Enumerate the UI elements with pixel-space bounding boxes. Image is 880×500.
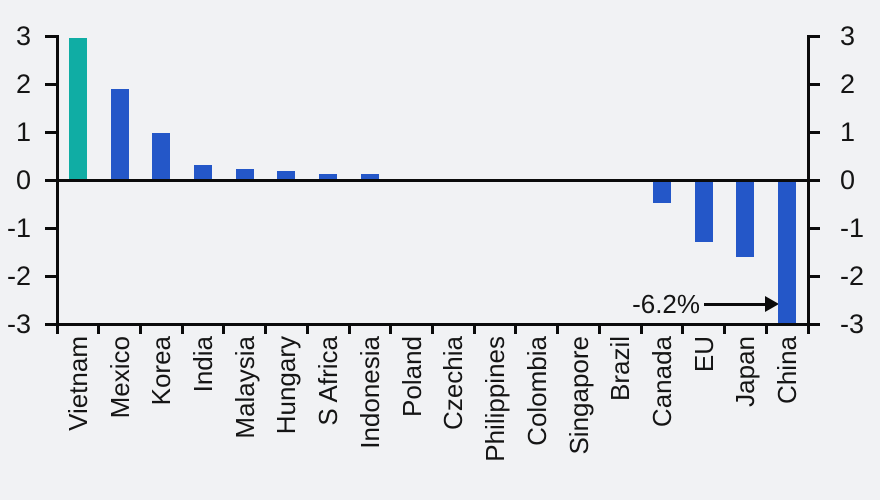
y-axis-label-right: 2 xyxy=(840,69,856,99)
y-axis-label-left: -2 xyxy=(6,261,31,291)
y-axis-label-right: 3 xyxy=(840,21,856,51)
y-axis-label-left: 2 xyxy=(15,69,31,99)
annotation-label: -6.2% xyxy=(632,289,700,319)
y-axis-tick-right xyxy=(808,274,820,278)
x-axis-label-poland: Poland xyxy=(396,336,427,417)
x-axis-label-vietnam: Vietnam xyxy=(62,336,93,431)
y-axis-label-right: 1 xyxy=(840,117,856,147)
x-axis-tick xyxy=(389,324,393,334)
y-axis-tick-left xyxy=(45,226,57,230)
x-axis-label-indonesia: Indonesia xyxy=(354,336,385,449)
bar-malaysia xyxy=(235,169,254,180)
x-axis-tick xyxy=(639,324,643,334)
x-axis-label-mexico: Mexico xyxy=(104,336,135,419)
bar-mexico xyxy=(110,88,129,180)
x-axis-label-eu: EU xyxy=(688,336,719,373)
x-axis-label-colombia: Colombia xyxy=(521,336,552,446)
x-axis-label-canada: Canada xyxy=(646,336,677,428)
y-axis-label-right: -1 xyxy=(840,213,865,243)
x-axis-tick xyxy=(514,324,518,334)
y-axis-tick-right xyxy=(808,130,820,134)
y-axis-tick-right xyxy=(808,82,820,86)
annotation-arrow-line xyxy=(704,303,768,306)
x-axis-tick xyxy=(431,324,434,334)
x-axis-label-india: India xyxy=(188,336,219,393)
x-axis-tick xyxy=(764,324,768,334)
x-axis-label-brazil: Brazil xyxy=(605,336,636,402)
bar-s-africa xyxy=(319,174,338,180)
bar-canada xyxy=(652,180,671,203)
x-axis-label-czechia: Czechia xyxy=(438,336,469,430)
x-axis-tick xyxy=(305,324,309,334)
x-axis-tick xyxy=(681,324,685,334)
bar-eu xyxy=(694,180,713,243)
bar-china xyxy=(778,180,797,324)
x-axis-label-china: China xyxy=(772,336,803,404)
y-axis-label-left: -1 xyxy=(6,213,31,243)
y-axis-label-right: 0 xyxy=(840,165,856,195)
y-axis-tick-left xyxy=(45,322,57,326)
x-axis-label-korea: Korea xyxy=(146,336,177,406)
x-axis-tick xyxy=(138,324,142,334)
y-axis-label-left: 0 xyxy=(15,165,31,195)
x-axis-tick xyxy=(97,324,101,334)
x-axis-tick xyxy=(264,324,268,334)
y-axis-tick-left xyxy=(45,274,57,278)
x-axis-tick xyxy=(222,324,226,334)
y-axis-tick-left xyxy=(45,82,57,86)
y-axis-tick-right xyxy=(808,178,820,182)
bar-japan xyxy=(736,180,755,257)
x-axis-label-singapore: Singapore xyxy=(563,336,594,455)
bar-hungary xyxy=(277,171,296,180)
zero-baseline xyxy=(55,178,810,182)
annotation-arrow-head-icon xyxy=(765,296,779,312)
x-axis-label-hungary: Hungary xyxy=(271,336,302,435)
y-axis-label-right: -2 xyxy=(840,261,865,291)
y-axis-tick-right xyxy=(808,226,820,230)
x-axis-label-s-africa: S Africa xyxy=(313,336,344,426)
y-axis-tick-right xyxy=(808,322,820,326)
y-axis-label-left: 1 xyxy=(15,117,31,147)
y-axis-tick-right xyxy=(808,34,820,38)
x-axis-tick xyxy=(723,324,727,334)
y-axis-label-left: -3 xyxy=(6,309,31,339)
y-axis-label-left: 3 xyxy=(15,21,31,51)
bar-indonesia xyxy=(360,174,379,180)
x-axis-tick xyxy=(556,324,560,334)
x-axis-tick xyxy=(806,324,810,334)
x-axis-tick xyxy=(55,324,59,334)
x-axis-tick xyxy=(472,324,476,334)
bar-korea xyxy=(152,133,171,180)
y-axis-label-right: -3 xyxy=(840,309,865,339)
bar-vietnam xyxy=(68,38,87,180)
bar-india xyxy=(194,165,213,180)
x-axis-label-japan: Japan xyxy=(730,336,761,407)
y-axis-tick-left xyxy=(45,130,57,134)
x-axis-tick xyxy=(597,324,601,334)
x-axis-tick xyxy=(180,324,184,334)
x-axis-label-philippines: Philippines xyxy=(480,336,511,462)
y-axis-tick-left xyxy=(45,178,57,182)
x-axis-label-malaysia: Malaysia xyxy=(229,336,260,439)
y-axis-tick-left xyxy=(45,34,57,38)
x-axis-tick xyxy=(347,324,351,334)
